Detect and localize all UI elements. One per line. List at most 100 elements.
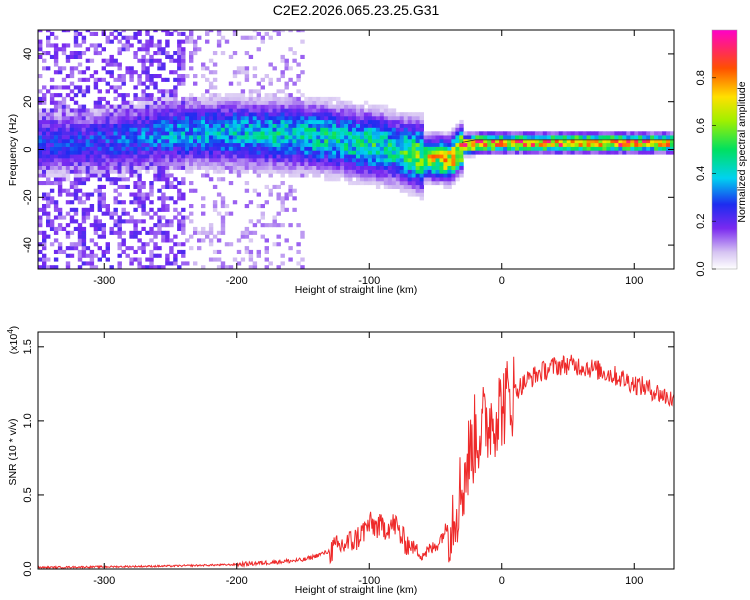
spectrogram-cell <box>197 35 202 40</box>
spectrogram-cell <box>363 146 369 151</box>
spectrogram-cell <box>232 158 238 163</box>
spectrogram-cell <box>141 142 146 147</box>
spectrogram-cell <box>427 165 432 170</box>
spectrogram-cell <box>153 246 158 251</box>
spectrogram-cell <box>383 169 389 174</box>
spectrogram-cell <box>109 265 114 269</box>
spectrogram-cell <box>205 150 210 155</box>
spectrogram-cell <box>38 123 43 128</box>
spectrogram-cell <box>89 119 95 124</box>
spectrogram-cell <box>264 93 269 98</box>
spectrogram-cell <box>459 146 464 151</box>
spectrogram-cell <box>65 123 71 128</box>
spectrogram-cell <box>149 81 154 86</box>
spectrogram-cell <box>153 127 158 132</box>
spectrogram-cell <box>614 146 619 151</box>
spectrogram-cell <box>105 142 110 147</box>
spectrogram-cell <box>403 154 409 159</box>
spectrogram-cell <box>216 158 222 163</box>
spectrogram-cell <box>240 127 246 132</box>
spectrogram-cell <box>288 139 293 144</box>
spectrogram-cell <box>240 35 246 40</box>
colorbar-tick-label: 0.2 <box>695 214 707 229</box>
spectrogram-cell <box>65 58 71 63</box>
spectrogram-cell <box>113 219 118 224</box>
spectrogram-cell <box>57 85 63 90</box>
spectrogram-cell <box>177 219 182 224</box>
spectrogram-cell <box>46 219 51 224</box>
spectrogram-cell <box>252 223 258 228</box>
spectrogram-cell <box>105 100 110 105</box>
spectrogram-cell <box>244 123 250 128</box>
spectrogram-cell <box>220 135 226 140</box>
spectrogram-cell <box>117 215 122 220</box>
spectrogram-cell <box>113 181 118 186</box>
spectrogram-cell <box>534 146 540 151</box>
spectrogram-cell <box>371 139 377 144</box>
spectrogram-cell <box>153 158 158 163</box>
spectrogram-cell <box>205 161 210 166</box>
spectrogram-cell <box>212 135 218 140</box>
spectrogram-cell <box>344 116 349 121</box>
spectrogram-cell <box>240 96 246 101</box>
spectrogram-cell <box>53 139 59 144</box>
spectrogram-cell <box>383 161 389 166</box>
spectrogram-cell <box>224 116 230 121</box>
spectrogram-cell <box>133 116 138 121</box>
spectrogram-cell <box>145 70 150 75</box>
spectrogram-cell <box>220 96 226 101</box>
spectrogram-cell <box>340 165 345 170</box>
spectrogram-cell <box>149 77 154 82</box>
spectrogram-cell <box>399 165 405 170</box>
spectrogram-cell <box>375 146 381 151</box>
spectrogram-cell <box>594 150 599 155</box>
spectrogram-cell <box>244 150 250 155</box>
spectrogram-cell <box>57 100 63 105</box>
spectrogram-cell <box>292 116 297 121</box>
spectrogram-cell <box>77 119 83 124</box>
spectrogram-cell <box>220 51 226 56</box>
spectrogram-cell <box>666 135 671 140</box>
spectrogram-cell <box>133 119 138 124</box>
spectrogram-cell <box>594 142 599 147</box>
spectrogram-cell <box>137 200 142 205</box>
spectrogram-cell <box>181 158 186 163</box>
spectrogram-cell <box>113 161 118 166</box>
spectrogram-cell <box>264 169 269 174</box>
spectrogram-cell <box>193 43 198 48</box>
spectrogram-cell <box>212 96 218 101</box>
spectrogram-cell <box>332 123 337 128</box>
spectrogram-cell <box>260 112 265 117</box>
spectrogram-cell <box>81 35 87 40</box>
spectrogram-cell <box>296 100 301 105</box>
spectrogram-cell <box>352 139 357 144</box>
spectrogram-cell <box>49 116 55 121</box>
spectrogram-cell <box>81 158 87 163</box>
spectrogram-cell <box>455 146 460 151</box>
spectrogram-cell <box>89 131 95 136</box>
spectrogram-cell <box>165 142 170 147</box>
colorbar-frame <box>711 29 738 270</box>
spectrogram-cell <box>292 81 297 86</box>
spectrogram-cell <box>113 35 118 40</box>
spectrogram-cell <box>236 173 242 178</box>
spectrogram-cell <box>654 135 659 140</box>
spectrogram-cell <box>224 39 230 44</box>
spectrogram-cell <box>216 104 222 109</box>
spectrogram-cell <box>224 242 230 247</box>
spectrogram-cell <box>165 234 170 239</box>
spectrogram-cell <box>228 108 234 113</box>
spectrogram-cell <box>515 142 520 147</box>
spectrogram-cell <box>232 146 238 151</box>
spectrogram-cell <box>324 169 329 174</box>
spectrogram-cell <box>328 150 333 155</box>
spectrogram-cell <box>212 85 218 90</box>
spectrogram-cell <box>308 116 313 121</box>
spectrogram-cell <box>395 131 401 136</box>
spectrogram-cell <box>197 119 202 124</box>
spectrogram-cell <box>606 142 611 147</box>
spectrogram-cell <box>65 200 71 205</box>
spectrogram-cell <box>129 123 134 128</box>
spectrogram-cell <box>177 181 182 186</box>
spectrogram-cell <box>165 238 170 243</box>
